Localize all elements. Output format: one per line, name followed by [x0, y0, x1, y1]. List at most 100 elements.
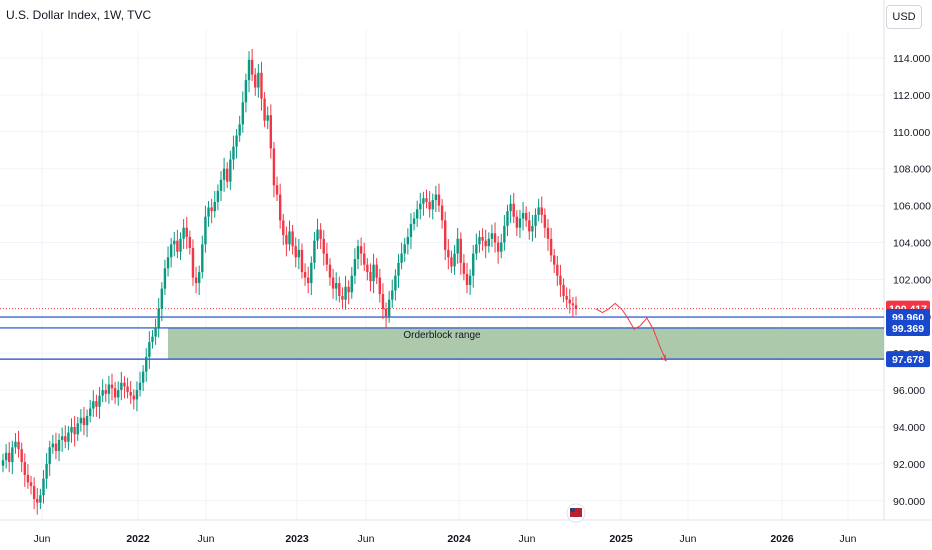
candle-body[interactable] — [85, 415, 89, 426]
candle-body[interactable] — [515, 216, 519, 228]
candle-body[interactable] — [428, 201, 431, 210]
candle-body[interactable] — [496, 242, 500, 252]
candle-body[interactable] — [244, 80, 248, 103]
candle-body[interactable] — [79, 417, 83, 424]
candle-body[interactable] — [254, 74, 257, 88]
candle-body[interactable] — [381, 294, 385, 309]
currency-button[interactable]: USD — [886, 5, 922, 29]
candle-body[interactable] — [322, 238, 325, 254]
candle-body[interactable] — [528, 220, 531, 232]
candle-body[interactable] — [372, 264, 375, 282]
candle-body[interactable] — [64, 436, 67, 442]
candle-body[interactable] — [353, 259, 357, 276]
candle-body[interactable] — [300, 249, 304, 273]
candle-body[interactable] — [23, 462, 26, 475]
candle-body[interactable] — [285, 235, 288, 245]
candle-body[interactable] — [282, 220, 285, 236]
projection-path[interactable] — [595, 302, 667, 361]
candle-body[interactable] — [475, 244, 478, 254]
candle-body[interactable] — [500, 242, 503, 252]
candle-body[interactable] — [263, 98, 266, 121]
candle-body[interactable] — [403, 244, 406, 254]
candle-body[interactable] — [132, 395, 135, 400]
candle-body[interactable] — [129, 391, 132, 396]
candle-body[interactable] — [391, 290, 394, 300]
candle-body[interactable] — [537, 207, 540, 215]
candle-body[interactable] — [194, 277, 198, 284]
candle-body[interactable] — [39, 495, 42, 503]
candle-body[interactable] — [472, 253, 475, 276]
candle-body[interactable] — [4, 452, 8, 461]
candle-body[interactable] — [553, 255, 556, 265]
candle-body[interactable] — [1, 460, 5, 466]
candle-body[interactable] — [369, 272, 372, 282]
candle-body[interactable] — [291, 231, 294, 247]
candle-body[interactable] — [478, 236, 481, 245]
candle-body[interactable] — [188, 236, 192, 249]
candle-body[interactable] — [571, 303, 575, 306]
candle-body[interactable] — [350, 275, 353, 293]
candle-body[interactable] — [509, 203, 512, 212]
candle-body[interactable] — [260, 72, 263, 99]
candle-body[interactable] — [490, 233, 494, 239]
candle-body[interactable] — [288, 231, 291, 245]
candle-body[interactable] — [450, 257, 453, 267]
candle-body[interactable] — [229, 159, 232, 182]
candle-body[interactable] — [437, 194, 441, 206]
candle-body[interactable] — [419, 203, 422, 210]
candle-body[interactable] — [468, 275, 472, 285]
candle-body[interactable] — [356, 246, 360, 260]
candle-body[interactable] — [278, 194, 282, 221]
candle-body[interactable] — [266, 115, 269, 121]
candle-body[interactable] — [375, 264, 378, 278]
candle-body[interactable] — [107, 384, 111, 394]
candle-body[interactable] — [219, 179, 223, 191]
candle-body[interactable] — [540, 207, 543, 215]
candle-body[interactable] — [503, 225, 506, 243]
candle-body[interactable] — [415, 209, 419, 219]
candle-body[interactable] — [92, 401, 95, 409]
candle-body[interactable] — [487, 238, 491, 247]
candle-body[interactable] — [182, 227, 185, 239]
candle-body[interactable] — [57, 439, 61, 451]
candle-body[interactable] — [556, 264, 559, 276]
candle-body[interactable] — [110, 384, 114, 389]
candle-body[interactable] — [104, 390, 107, 394]
candle-body[interactable] — [481, 236, 484, 241]
candle-body[interactable] — [32, 486, 36, 499]
candle-body[interactable] — [45, 463, 48, 479]
candle-body[interactable] — [431, 200, 434, 210]
candle-body[interactable] — [434, 194, 438, 201]
candle-body[interactable] — [303, 272, 307, 278]
candle-body[interactable] — [141, 371, 145, 383]
candle-body[interactable] — [126, 386, 129, 392]
candle-body[interactable] — [465, 273, 469, 285]
candle-body[interactable] — [222, 168, 226, 180]
candle-body[interactable] — [113, 388, 117, 398]
candle-body[interactable] — [179, 238, 182, 252]
candle-body[interactable] — [384, 308, 388, 317]
candle-body[interactable] — [54, 443, 58, 451]
candle-body[interactable] — [409, 224, 413, 237]
candle-body[interactable] — [565, 296, 568, 300]
candle-body[interactable] — [82, 417, 86, 426]
candle-body[interactable] — [117, 390, 120, 398]
candle-body[interactable] — [559, 275, 562, 285]
candle-body[interactable] — [521, 212, 525, 219]
candle-body[interactable] — [462, 262, 466, 274]
candle-body[interactable] — [272, 148, 276, 186]
candle-body[interactable] — [341, 296, 344, 300]
candle-body[interactable] — [51, 443, 55, 448]
candle-body[interactable] — [406, 236, 410, 245]
candle-body[interactable] — [151, 336, 154, 343]
candle-body[interactable] — [157, 308, 160, 328]
candle-body[interactable] — [173, 240, 176, 245]
candle-body[interactable] — [335, 283, 338, 289]
candle-body[interactable] — [250, 59, 254, 75]
candle-body[interactable] — [378, 277, 382, 295]
candle-body[interactable] — [506, 211, 509, 226]
candle-body[interactable] — [275, 185, 279, 195]
candle-body[interactable] — [216, 190, 220, 202]
candle-body[interactable] — [163, 268, 167, 289]
